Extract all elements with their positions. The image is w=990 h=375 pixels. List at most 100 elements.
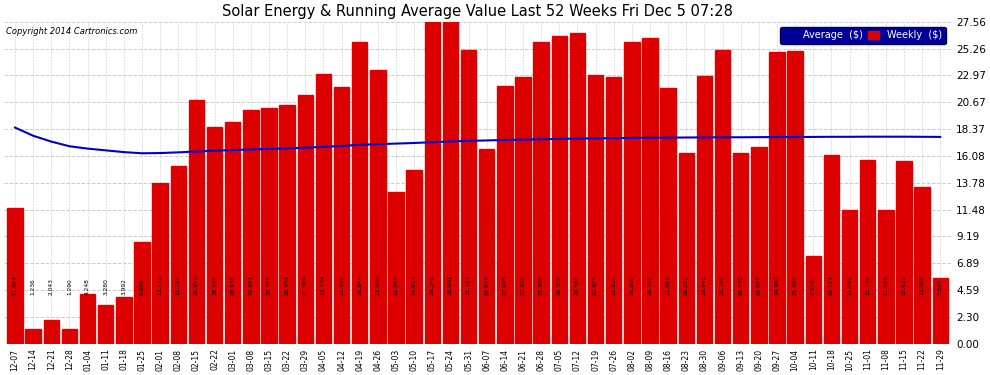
Bar bbox=[551, 36, 567, 344]
Text: 21.304: 21.304 bbox=[303, 275, 308, 296]
Text: 14.874: 14.874 bbox=[412, 275, 417, 296]
Bar bbox=[334, 87, 349, 344]
Text: 13.770: 13.770 bbox=[157, 275, 162, 296]
Bar bbox=[769, 52, 785, 344]
Text: 1.236: 1.236 bbox=[31, 279, 36, 296]
Bar bbox=[7, 207, 23, 344]
Text: 22.820: 22.820 bbox=[521, 275, 526, 296]
Text: 22.820: 22.820 bbox=[611, 275, 616, 296]
Text: 5.605: 5.605 bbox=[938, 279, 942, 296]
Text: 21.999: 21.999 bbox=[340, 275, 345, 296]
Text: 11.657: 11.657 bbox=[13, 275, 18, 296]
Text: 4.248: 4.248 bbox=[85, 279, 90, 296]
Bar bbox=[733, 153, 748, 344]
Bar bbox=[316, 74, 331, 344]
Text: 23.104: 23.104 bbox=[321, 275, 326, 296]
Bar bbox=[98, 305, 114, 344]
Bar bbox=[479, 149, 494, 344]
Text: 22.075: 22.075 bbox=[502, 275, 507, 296]
Text: 22.945: 22.945 bbox=[702, 275, 707, 296]
Bar bbox=[860, 160, 875, 344]
Bar bbox=[244, 110, 258, 344]
Bar bbox=[116, 297, 132, 344]
Bar bbox=[170, 166, 186, 344]
Bar bbox=[370, 70, 385, 344]
Title: Solar Energy & Running Average Value Last 52 Weeks Fri Dec 5 07:28: Solar Energy & Running Average Value Las… bbox=[222, 4, 733, 19]
Bar bbox=[624, 42, 640, 344]
Bar bbox=[915, 188, 930, 344]
Text: 25.160: 25.160 bbox=[720, 275, 725, 296]
Text: 15.746: 15.746 bbox=[865, 275, 870, 296]
Text: 16.679: 16.679 bbox=[484, 275, 489, 296]
Bar bbox=[678, 153, 694, 344]
Bar bbox=[569, 33, 585, 344]
Bar bbox=[787, 51, 803, 344]
Text: 26.300: 26.300 bbox=[556, 275, 561, 296]
Text: 28.001: 28.001 bbox=[447, 275, 452, 296]
Bar bbox=[842, 210, 857, 344]
Text: 12.964: 12.964 bbox=[393, 275, 399, 296]
Text: 25.800: 25.800 bbox=[539, 275, 544, 296]
Text: 18.936: 18.936 bbox=[231, 275, 236, 296]
Bar bbox=[878, 210, 894, 344]
Bar bbox=[26, 329, 41, 344]
Bar bbox=[606, 77, 622, 344]
Bar bbox=[352, 42, 367, 344]
Text: 11.460: 11.460 bbox=[847, 275, 852, 296]
Text: 20.870: 20.870 bbox=[194, 275, 199, 296]
Bar bbox=[189, 100, 204, 344]
Text: 15.184: 15.184 bbox=[176, 275, 181, 296]
Bar bbox=[407, 170, 422, 344]
Bar bbox=[715, 50, 731, 344]
Text: 25.800: 25.800 bbox=[630, 275, 635, 296]
Text: 15.627: 15.627 bbox=[902, 275, 907, 296]
Text: Copyright 2014 Cartronics.com: Copyright 2014 Cartronics.com bbox=[6, 27, 138, 36]
Text: 19.991: 19.991 bbox=[248, 275, 253, 296]
Bar bbox=[643, 38, 657, 344]
Text: 11.486: 11.486 bbox=[883, 275, 888, 296]
Text: 16.127: 16.127 bbox=[829, 275, 834, 296]
Text: 20.451: 20.451 bbox=[285, 275, 290, 296]
Bar bbox=[61, 328, 77, 344]
Bar bbox=[806, 256, 821, 344]
Text: 1.290: 1.290 bbox=[67, 279, 72, 296]
Text: 20.156: 20.156 bbox=[266, 275, 271, 296]
Bar bbox=[896, 161, 912, 344]
Text: 25.844: 25.844 bbox=[357, 275, 362, 296]
Text: 22.975: 22.975 bbox=[593, 275, 598, 296]
Text: 7.526: 7.526 bbox=[811, 279, 816, 296]
Bar bbox=[44, 320, 59, 344]
Bar bbox=[933, 278, 947, 344]
Bar bbox=[697, 76, 712, 344]
Text: 29.346: 29.346 bbox=[430, 275, 435, 296]
Bar bbox=[824, 155, 840, 344]
Text: 25.107: 25.107 bbox=[466, 275, 471, 296]
Bar bbox=[425, 1, 440, 344]
Text: 23.404: 23.404 bbox=[375, 275, 380, 296]
Text: 13.386: 13.386 bbox=[920, 275, 925, 296]
Bar bbox=[207, 127, 223, 344]
Text: 8.686: 8.686 bbox=[140, 279, 145, 296]
Bar bbox=[660, 88, 676, 344]
Text: 2.043: 2.043 bbox=[49, 279, 53, 296]
Text: 3.280: 3.280 bbox=[103, 279, 108, 296]
Text: 26.560: 26.560 bbox=[575, 275, 580, 296]
Text: 16.282: 16.282 bbox=[739, 275, 743, 296]
Bar bbox=[588, 75, 603, 344]
Text: 16.865: 16.865 bbox=[756, 275, 761, 296]
Bar bbox=[443, 16, 458, 344]
Bar bbox=[261, 108, 277, 344]
Bar bbox=[461, 50, 476, 344]
Text: 25.060: 25.060 bbox=[793, 275, 798, 296]
Bar bbox=[135, 242, 149, 344]
Text: 18.540: 18.540 bbox=[212, 275, 217, 296]
Text: 16.282: 16.282 bbox=[684, 275, 689, 296]
Bar bbox=[751, 147, 766, 344]
Text: 3.992: 3.992 bbox=[122, 279, 127, 296]
Bar bbox=[534, 42, 548, 344]
Text: 24.963: 24.963 bbox=[774, 275, 779, 296]
Bar bbox=[152, 183, 168, 344]
Bar bbox=[225, 123, 241, 344]
Text: 21.860: 21.860 bbox=[665, 275, 670, 296]
Bar bbox=[497, 86, 513, 344]
